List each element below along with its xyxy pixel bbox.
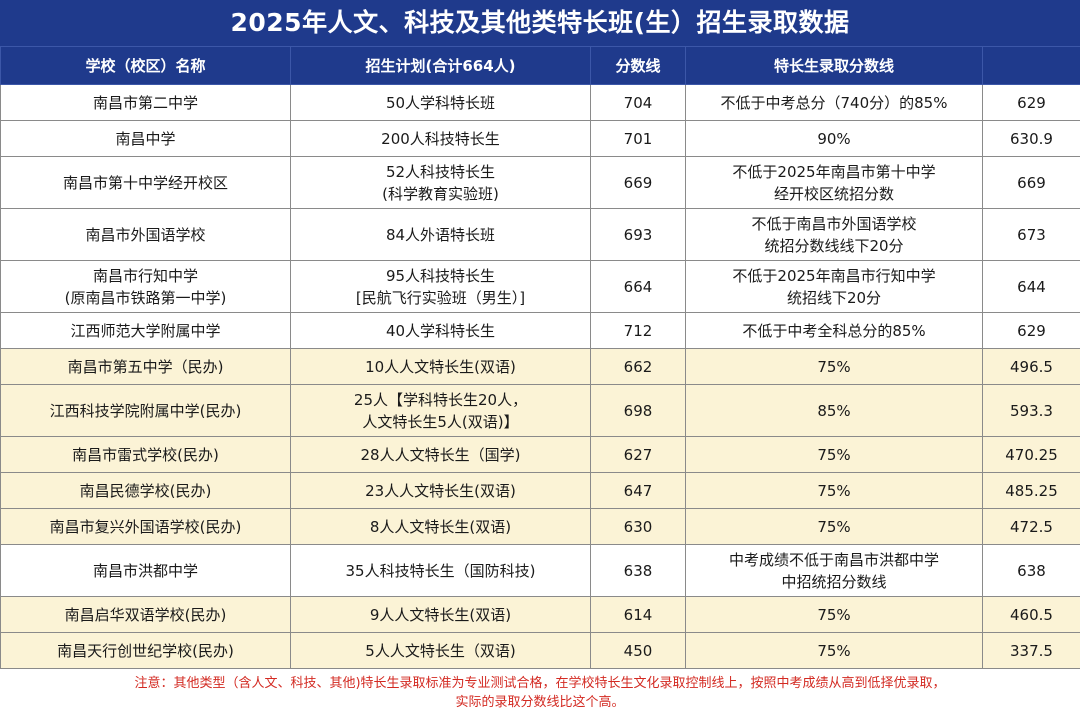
rule-cell: 中考成绩不低于南昌市洪都中学中招统招分数线: [686, 545, 983, 597]
school-cell: 南昌市第十中学经开校区: [1, 157, 291, 209]
score-cell: 662: [591, 349, 686, 385]
school-cell: 南昌中学: [1, 121, 291, 157]
rule-cell: 75%: [686, 597, 983, 633]
line-cell: 630.9: [983, 121, 1080, 157]
school-cell: 南昌天行创世纪学校(民办): [1, 633, 291, 669]
admission-table: 学校（校区）名称 招生计划(合计664人) 分数线 特长生录取分数线 南昌市第二…: [0, 46, 1080, 669]
rule-cell: 不低于2025年南昌市第十中学经开校区统招分数: [686, 157, 983, 209]
school-cell: 南昌市外国语学校: [1, 209, 291, 261]
school-cell: 南昌启华双语学校(民办): [1, 597, 291, 633]
score-cell: 638: [591, 545, 686, 597]
plan-cell: 8人人文特长生(双语): [291, 509, 591, 545]
score-cell: 701: [591, 121, 686, 157]
header-plan: 招生计划(合计664人): [291, 47, 591, 85]
plan-cell: 5人人文特长生（双语): [291, 633, 591, 669]
line-cell: 472.5: [983, 509, 1080, 545]
score-cell: 614: [591, 597, 686, 633]
page-title: 2025年人文、科技及其他类特长班(生）招生录取数据: [0, 0, 1080, 46]
table-row: 江西科技学院附属中学(民办)25人【学科特长生20人，人文特长生5人(双语)】6…: [1, 385, 1080, 437]
rule-cell: 不低于南昌市外国语学校统招分数线线下20分: [686, 209, 983, 261]
header-rule: 特长生录取分数线: [686, 47, 983, 85]
line-cell: 470.25: [983, 437, 1080, 473]
school-cell: 南昌市第五中学（民办): [1, 349, 291, 385]
school-cell: 南昌市第二中学: [1, 85, 291, 121]
header-school: 学校（校区）名称: [1, 47, 291, 85]
header-score: 分数线: [591, 47, 686, 85]
rule-cell: 75%: [686, 633, 983, 669]
line-cell: 460.5: [983, 597, 1080, 633]
plan-cell: 50人学科特长班: [291, 85, 591, 121]
school-cell: 江西师范大学附属中学: [1, 313, 291, 349]
rule-cell: 75%: [686, 437, 983, 473]
line-cell: 644: [983, 261, 1080, 313]
plan-cell: 95人科技特长生[民航飞行实验班（男生）]: [291, 261, 591, 313]
plan-cell: 28人人文特长生（国学): [291, 437, 591, 473]
rule-cell: 75%: [686, 509, 983, 545]
score-cell: 450: [591, 633, 686, 669]
plan-cell: 10人人文特长生(双语): [291, 349, 591, 385]
line-cell: 638: [983, 545, 1080, 597]
score-cell: 698: [591, 385, 686, 437]
school-cell: 南昌民德学校(民办): [1, 473, 291, 509]
school-cell: 南昌市复兴外国语学校(民办): [1, 509, 291, 545]
rule-cell: 不低于中考总分（740分）的85%: [686, 85, 983, 121]
plan-cell: 52人科技特长生(科学教育实验班): [291, 157, 591, 209]
plan-cell: 9人人文特长生(双语): [291, 597, 591, 633]
line-cell: 673: [983, 209, 1080, 261]
school-cell: 南昌市雷式学校(民办): [1, 437, 291, 473]
plan-cell: 25人【学科特长生20人，人文特长生5人(双语)】: [291, 385, 591, 437]
table-header-row: 学校（校区）名称 招生计划(合计664人) 分数线 特长生录取分数线: [1, 47, 1080, 85]
table-row: 南昌市行知中学(原南昌市铁路第一中学)95人科技特长生[民航飞行实验班（男生）]…: [1, 261, 1080, 313]
score-cell: 704: [591, 85, 686, 121]
line-cell: 337.5: [983, 633, 1080, 669]
plan-cell: 40人学科特长生: [291, 313, 591, 349]
score-cell: 627: [591, 437, 686, 473]
score-cell: 669: [591, 157, 686, 209]
line-cell: 496.5: [983, 349, 1080, 385]
school-cell: 南昌市行知中学(原南昌市铁路第一中学): [1, 261, 291, 313]
line-cell: 485.25: [983, 473, 1080, 509]
plan-cell: 200人科技特长生: [291, 121, 591, 157]
score-cell: 664: [591, 261, 686, 313]
rule-cell: 75%: [686, 349, 983, 385]
school-cell: 南昌市洪都中学: [1, 545, 291, 597]
rule-cell: 75%: [686, 473, 983, 509]
line-cell: 629: [983, 85, 1080, 121]
score-cell: 712: [591, 313, 686, 349]
rule-cell: 不低于2025年南昌市行知中学统招线下20分: [686, 261, 983, 313]
rule-cell: 85%: [686, 385, 983, 437]
line-cell: 629: [983, 313, 1080, 349]
rule-cell: 90%: [686, 121, 983, 157]
plan-cell: 23人人文特长生(双语): [291, 473, 591, 509]
score-cell: 630: [591, 509, 686, 545]
rule-cell: 不低于中考全科总分的85%: [686, 313, 983, 349]
line-cell: 669: [983, 157, 1080, 209]
school-cell: 江西科技学院附属中学(民办): [1, 385, 291, 437]
plan-cell: 35人科技特长生（国防科技): [291, 545, 591, 597]
line-cell: 593.3: [983, 385, 1080, 437]
footnote: 注意：其他类型（含人文、科技、其他)特长生录取标准为专业测试合格，在学校特长生文…: [0, 669, 1080, 717]
header-line: [983, 47, 1080, 85]
score-cell: 693: [591, 209, 686, 261]
score-cell: 647: [591, 473, 686, 509]
plan-cell: 84人外语特长班: [291, 209, 591, 261]
